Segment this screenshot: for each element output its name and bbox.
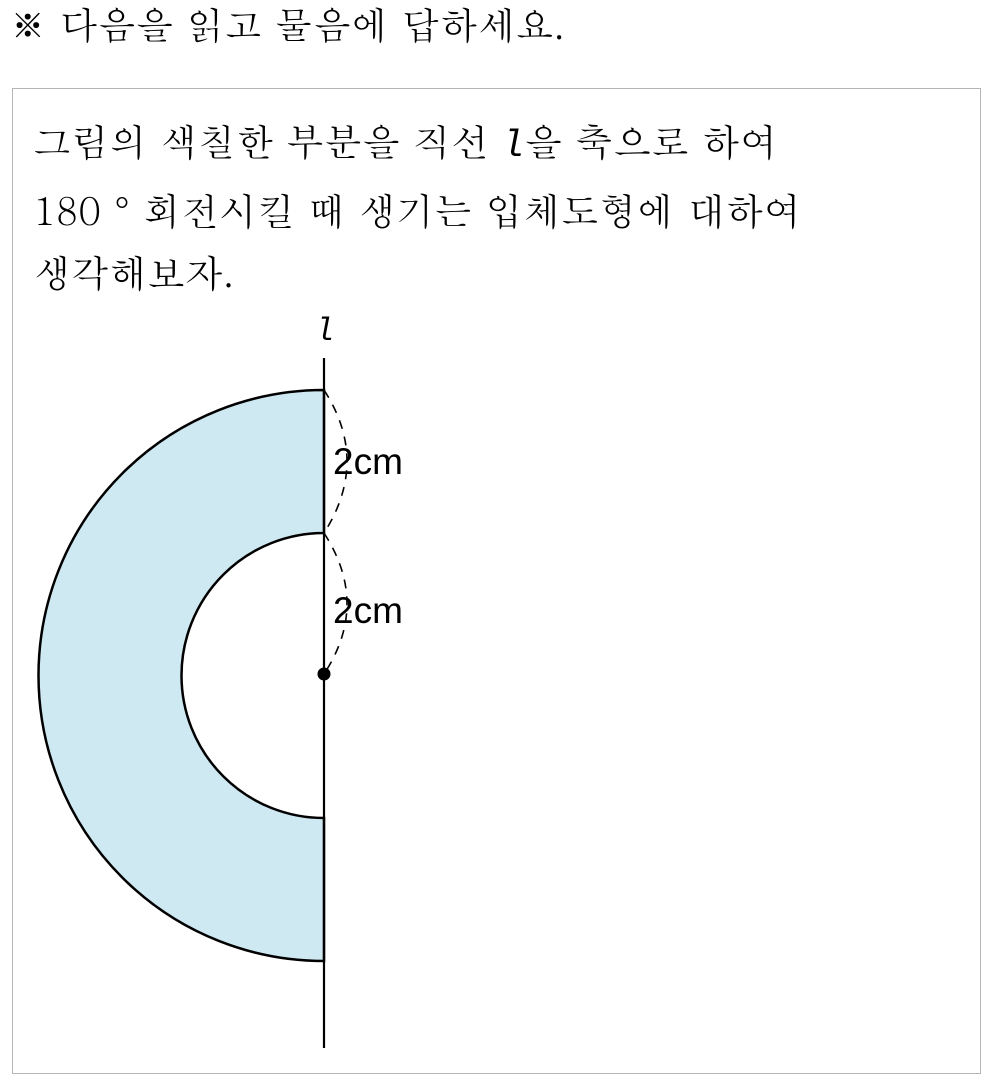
- svg-text:2cm: 2cm: [333, 441, 403, 482]
- svg-text:2cm: 2cm: [333, 590, 403, 631]
- svg-text:l: l: [315, 313, 334, 350]
